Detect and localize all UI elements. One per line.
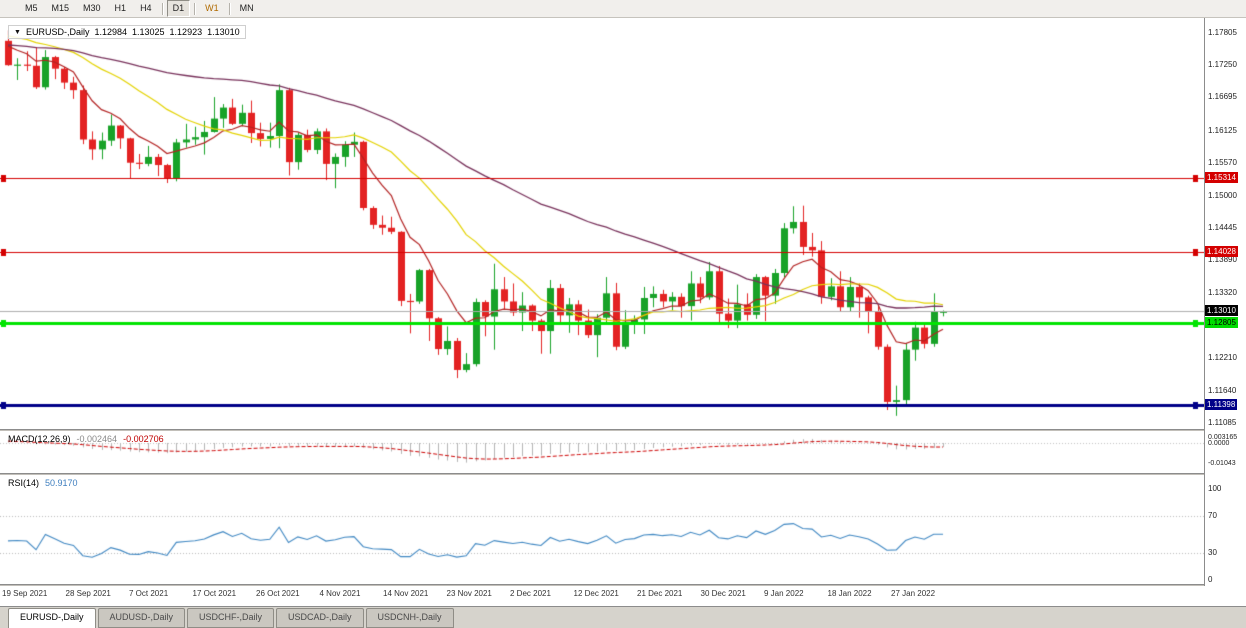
- rsi-indicator-label: RSI(14) 50.9170: [8, 478, 78, 488]
- macd-indicator-label: MACD(12,26,9) -0.002464 -0.002706: [8, 434, 164, 444]
- chart-symbol-label: EURUSD-,Daily: [25, 27, 90, 37]
- timeframe-button-m5[interactable]: M5: [25, 3, 38, 13]
- chart-ohlc-overlay: ▼ EURUSD-,Daily 1.12984 1.13025 1.12923 …: [8, 25, 246, 39]
- ohlc-open-value: 1.12984: [94, 27, 127, 37]
- price-badge-1.15314: 1.15314: [1205, 172, 1238, 183]
- time-axis-label: 19 Sep 2021: [2, 589, 48, 598]
- price-axis-label: 1.14445: [1208, 223, 1237, 232]
- ohlc-low-value: 1.12923: [169, 27, 203, 37]
- toolbar-separator: [194, 2, 196, 15]
- time-axis-label: 30 Dec 2021: [700, 589, 746, 598]
- ohlc-close-value: 1.13010: [207, 27, 240, 37]
- time-axis-label: 17 Oct 2021: [192, 589, 237, 598]
- timeframe-button-d1[interactable]: D1: [166, 0, 191, 17]
- rsi-axis-label: 0: [1208, 575, 1213, 584]
- toolbar-separator: [228, 2, 230, 15]
- time-axis-label: 12 Dec 2021: [573, 589, 619, 598]
- price-axis-label: 1.17805: [1208, 28, 1237, 37]
- price-badge-1.12805: 1.12805: [1205, 317, 1238, 328]
- time-axis-label: 23 Nov 2021: [446, 589, 492, 598]
- toolbar-separator: [161, 2, 163, 15]
- time-axis-label: 26 Oct 2021: [256, 589, 300, 598]
- pane-splitter-time[interactable]: [0, 584, 1246, 586]
- price-axis-label: 1.16125: [1208, 126, 1237, 135]
- price-axis-label: 1.17250: [1208, 60, 1237, 69]
- price-axis-label: 1.12210: [1208, 353, 1237, 362]
- macd-main-value: -0.002464: [76, 434, 118, 444]
- timeframe-button-h1[interactable]: H1: [114, 3, 127, 13]
- macd-axis-label: -0.01043: [1208, 460, 1236, 467]
- rsi-axis-label: 70: [1208, 511, 1217, 520]
- pane-splitter-macd[interactable]: [0, 429, 1246, 431]
- rsi-pane-canvas[interactable]: [0, 475, 1204, 584]
- chart-tab-audusd[interactable]: AUDUSD-,Daily: [97, 608, 186, 628]
- macd-axis-label: 0.003165: [1208, 434, 1238, 441]
- timeframe-toolbar: M5 M15 M30 H1 H4 D1 W1 MN: [0, 0, 1246, 18]
- chart-tab-eurusd[interactable]: EURUSD-,Daily: [8, 608, 96, 628]
- time-axis-label: 14 Nov 2021: [383, 589, 429, 598]
- price-axis-label: 1.15000: [1208, 191, 1237, 200]
- ohlc-high-value: 1.13025: [132, 27, 165, 37]
- price-chart-canvas[interactable]: [0, 18, 1204, 429]
- price-axis-label: 1.16695: [1208, 92, 1237, 101]
- timeframe-button-w1[interactable]: W1: [205, 3, 219, 13]
- chevron-down-icon[interactable]: ▼: [14, 28, 21, 36]
- time-axis-label: 4 Nov 2021: [319, 589, 361, 598]
- pane-splitter-rsi[interactable]: [0, 473, 1246, 475]
- time-axis-label: 9 Jan 2022: [764, 589, 804, 598]
- chart-tab-bar: EURUSD-,Daily AUDUSD-,Daily USDCHF-,Daily U…: [0, 606, 1246, 628]
- rsi-axis-label: 30: [1208, 548, 1217, 557]
- time-axis[interactable]: 19 Sep 2021 28 Sep 2021 7 Oct 2021 17 Oct 2…: [0, 586, 1204, 606]
- chart-tab-usdchf[interactable]: USDCHF-,Daily: [187, 608, 275, 628]
- time-axis-label: 28 Sep 2021: [65, 589, 111, 598]
- time-axis-label: 7 Oct 2021: [129, 589, 169, 598]
- macd-name: MACD(12,26,9): [8, 434, 71, 444]
- time-axis-label: 21 Dec 2021: [637, 589, 683, 598]
- timeframe-button-m30[interactable]: M30: [83, 3, 101, 13]
- chart-tab-usdcad[interactable]: USDCAD-,Daily: [276, 608, 364, 628]
- price-axis[interactable]: 1.17805 1.17250 1.16695 1.16125 1.15570 1.150…: [1204, 18, 1246, 586]
- timeframe-button-m15[interactable]: M15: [51, 3, 70, 13]
- time-axis-label: 2 Dec 2021: [510, 589, 551, 598]
- rsi-axis-label: 100: [1208, 484, 1222, 493]
- time-axis-label: 18 Jan 2022: [827, 589, 872, 598]
- timeframe-button-h4[interactable]: H4: [140, 3, 152, 13]
- price-axis-label: 1.13320: [1208, 288, 1237, 297]
- macd-signal-value: -0.002706: [123, 434, 164, 444]
- price-badge-1.11398: 1.11398: [1205, 399, 1238, 410]
- price-axis-label: 1.11085: [1208, 418, 1237, 427]
- price-axis-label: 1.11640: [1208, 386, 1237, 395]
- rsi-value: 50.9170: [45, 478, 78, 488]
- price-badge-1.13010: 1.13010: [1205, 305, 1238, 316]
- chart-tab-usdcnh[interactable]: USDCNH-,Daily: [365, 608, 454, 628]
- price-axis-label: 1.15570: [1208, 158, 1237, 167]
- price-axis-label: 1.13890: [1208, 255, 1237, 264]
- timeframe-button-mn[interactable]: MN: [239, 3, 254, 13]
- macd-pane-canvas[interactable]: [0, 431, 1204, 473]
- price-badge-1.14028: 1.14028: [1205, 246, 1238, 257]
- rsi-name: RSI(14): [8, 478, 40, 488]
- time-axis-label: 27 Jan 2022: [891, 589, 936, 598]
- macd-axis-label: 0.0000: [1208, 440, 1230, 447]
